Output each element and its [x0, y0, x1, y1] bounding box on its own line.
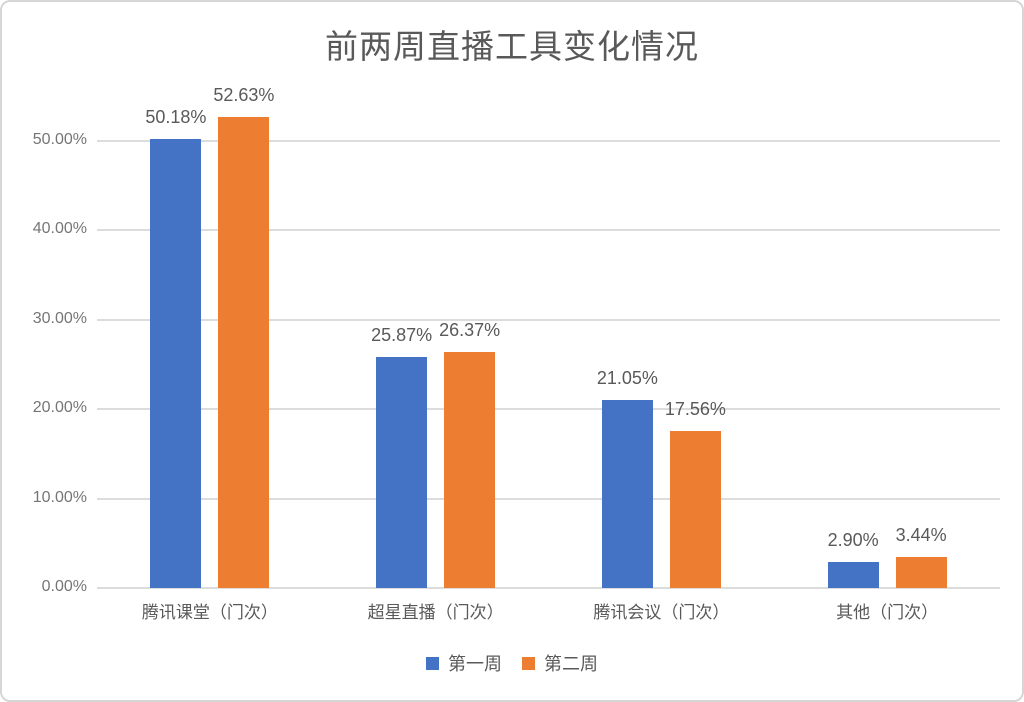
gridline [97, 497, 1000, 500]
y-axis-tick-label: 40.00% [32, 220, 87, 238]
data-label: 3.44% [895, 525, 947, 546]
bar-第一周-腾讯会议（门次） [601, 399, 653, 588]
bar-第二周-腾讯会议（门次） [669, 431, 721, 588]
gridline [97, 318, 1000, 321]
y-axis-tick-label: 30.00% [32, 309, 87, 327]
x-axis-category-label: 其他（门次） [836, 603, 939, 622]
bar-第二周-其他（门次） [895, 557, 947, 588]
bar-第二周-超星直播（门次） [444, 352, 496, 588]
data-label: 52.63% [213, 85, 275, 106]
legend-swatch-icon [426, 656, 439, 670]
x-axis-category-label: 腾讯课堂（门次） [141, 603, 278, 622]
legend-label: 第二周 [544, 654, 598, 674]
gridline [97, 140, 1000, 142]
chart-title: 前两周直播工具变化情况 [325, 28, 699, 65]
data-label: 50.18% [145, 107, 207, 128]
legend-item-第二周: 第二周 [522, 650, 598, 676]
x-axis-category-label: 超星直播（门次） [367, 603, 504, 622]
bar-第二周-腾讯课堂（门次） [218, 117, 270, 588]
legend-label: 第一周 [448, 654, 502, 674]
data-label: 2.90% [827, 530, 879, 551]
gridline [97, 408, 1000, 411]
data-label: 26.37% [439, 320, 501, 341]
data-label: 25.87% [371, 324, 433, 345]
data-label: 21.05% [596, 367, 658, 388]
bar-第一周-腾讯课堂（门次） [150, 139, 202, 588]
data-label: 17.56% [664, 399, 726, 419]
legend-item-第一周: 第一周 [426, 650, 502, 676]
y-axis-tick-label: 20.00% [32, 399, 87, 417]
gridline [97, 587, 1000, 589]
x-axis-category-label: 腾讯会议（门次） [593, 603, 730, 622]
bar-第一周-超星直播（门次） [376, 356, 428, 588]
legend: 第一周 第二周 [2, 650, 1022, 676]
y-axis-tick-label: 0.00% [41, 578, 87, 595]
gridline [97, 229, 1000, 232]
legend-swatch-icon [522, 656, 535, 670]
y-axis-tick-label: 50.00% [32, 131, 87, 148]
bar-第一周-其他（门次） [827, 562, 879, 588]
y-axis-tick-label: 10.00% [32, 488, 87, 506]
